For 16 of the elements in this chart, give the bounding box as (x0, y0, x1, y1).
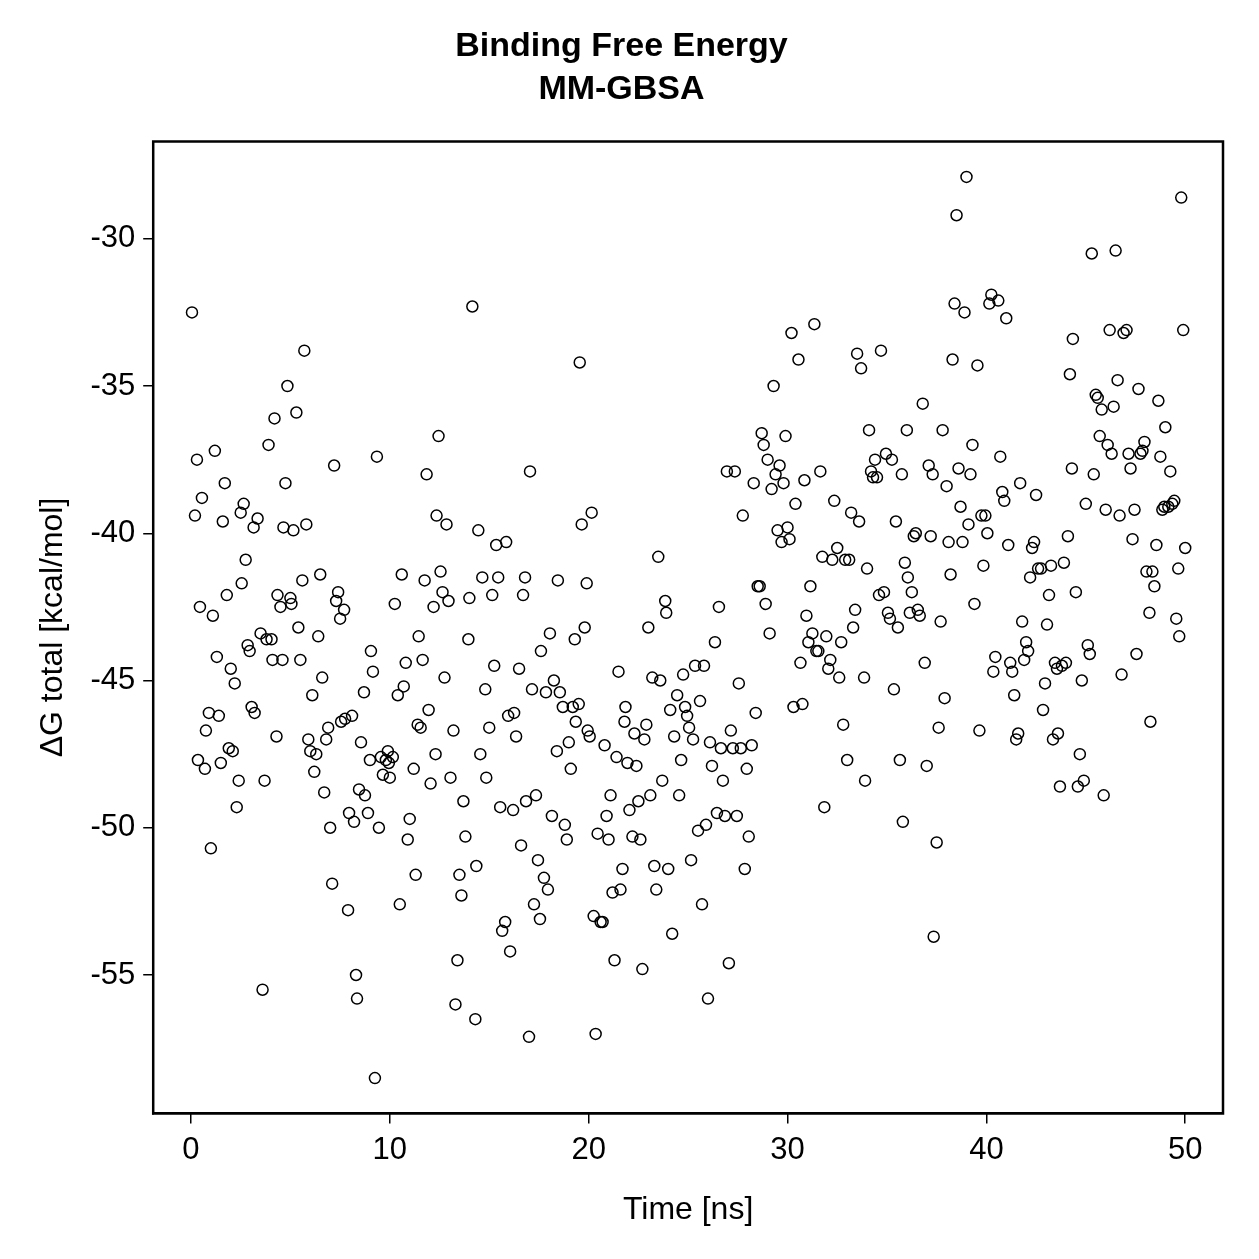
y-tick-label: -30 (90, 219, 136, 255)
y-axis-title: ΔG total [kcal/mol] (33, 497, 70, 758)
y-tick-label: -35 (90, 366, 136, 402)
x-tick-label: 40 (969, 1130, 1004, 1166)
y-tick-label: -55 (90, 955, 136, 991)
x-axis-title: Time [ns] (622, 1189, 754, 1226)
x-tick-label: 0 (182, 1130, 200, 1166)
x-tick-label: 10 (372, 1130, 408, 1166)
y-tick-label: -40 (90, 513, 136, 549)
chart-subtitle: MM-GBSA (538, 67, 705, 106)
y-tick-label: -45 (90, 661, 136, 697)
x-tick-label: 30 (770, 1130, 805, 1166)
x-tick-label: 20 (571, 1130, 606, 1166)
x-tick-label: 50 (1167, 1130, 1203, 1166)
chart-title: Binding Free Energy (455, 24, 788, 63)
y-tick-label: -50 (90, 808, 136, 844)
